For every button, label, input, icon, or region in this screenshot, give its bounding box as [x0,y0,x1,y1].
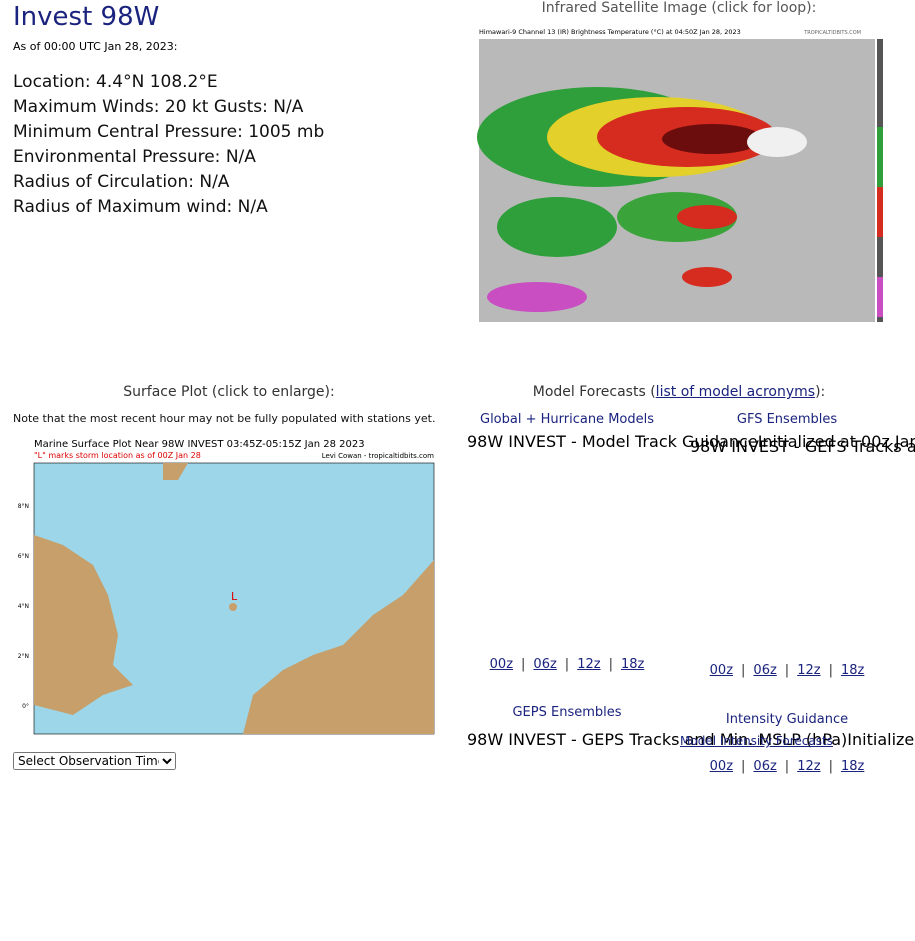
panel-title: Global + Hurricane Models [479,412,655,427]
model-image[interactable]: 98W INVEST - Model Track GuidanceInitial… [467,432,915,451]
cycle-link[interactable]: 18z [620,657,645,672]
observation-time-select[interactable]: Select Observation Time... [13,752,176,770]
surface-image-title: Marine Surface Plot Near 98W INVEST 03:4… [34,439,365,450]
intensity-image-link[interactable]: Model Intensity Forecasts [680,734,833,748]
detail-line: Radius of Circulation: N/A [13,172,230,192]
cycle-links: 00z | 06z | 12z | 18z [710,759,865,774]
lat-label: 8°N [18,503,29,510]
satellite-image-title: Himawari-9 Channel 13 (IR) Brightness Te… [479,28,741,36]
panel-title: GFS Ensembles [736,412,838,427]
cycle-links: 00z | 06z | 12z | 18z [710,663,865,678]
model-image-title: 98W INVEST - GEPS Tracks and Min. MSLP (… [467,730,848,749]
separator: | [741,663,746,678]
model-image[interactable]: 98W INVEST - GEPS Tracks and Min. MSLP (… [467,730,915,749]
cycle-link[interactable]: 12z [577,657,601,672]
cycle-link[interactable]: 00z [709,663,734,678]
surface-image-subtitle: "L" marks storm location as of 00Z Jan 2… [34,451,201,460]
cycle-link[interactable]: 00z [709,759,734,774]
surface-note: Note that the most recent hour may not b… [13,412,436,425]
surface-credit: Levi Cowan - tropicaltidbits.com [322,452,434,460]
models-heading-before: Model Forecasts ( [532,384,656,400]
model-image[interactable]: 98W INVEST - GEFS Tracks and Min. MSLP (… [690,437,915,456]
models-heading: Model Forecasts (list of model acronyms)… [533,384,826,400]
separator: | [608,657,613,672]
models-heading-after: ): [815,384,826,400]
lat-label: 2°N [18,653,29,660]
separator: | [828,663,833,678]
cycle-link[interactable]: 18z [840,759,865,774]
cycle-links: 00z | 06z | 12z | 18z [490,657,645,672]
satellite-image[interactable]: Himawari-9 Channel 13 (IR) Brightness Te… [477,27,885,324]
separator: | [784,759,790,774]
lat-label: 6°N [18,553,29,560]
detail-line: Maximum Winds: 20 kt Gusts: N/A [13,97,304,117]
separator: | [521,657,526,672]
model-image-title: 98W INVEST - GEFS Tracks and Min. MSLP (… [690,437,915,456]
acronyms-link[interactable]: list of model acronyms [655,384,816,400]
cycle-link[interactable]: 06z [533,657,557,672]
panel-title: GEPS Ensembles [512,705,622,720]
model-image-subtitle: Initialized at 12z Jan 27 2023 [847,730,915,749]
lat-label: 0° [22,703,29,710]
cycle-link[interactable]: 06z [753,759,777,774]
panel-title: Intensity Guidance [725,712,849,727]
satellite-heading: Infrared Satellite Image (click for loop… [541,0,817,16]
lat-label: 4°N [18,603,29,610]
storm-marker: L [231,590,238,603]
detail-line: Environmental Pressure: N/A [13,147,256,167]
model-image-subtitle: Initialized at 00z Jan 28 2023 [757,432,915,451]
surface-heading: Surface Plot (click to enlarge): [123,384,335,400]
cycle-link[interactable]: 12z [797,759,821,774]
cycle-link[interactable]: 06z [753,663,777,678]
as-of: As of 00:00 UTC Jan 28, 2023: [13,40,178,53]
detail-line: Location: 4.4°N 108.2°E [13,72,218,92]
satellite-credit: TROPICALTIDBITS.COM [803,30,861,36]
surface-image[interactable]: Marine Surface Plot Near 98W INVEST 03:4… [13,435,441,736]
cycle-link[interactable]: 12z [797,663,821,678]
detail-line: Radius of Maximum wind: N/A [13,197,268,217]
separator: | [564,657,570,672]
separator: | [741,759,746,774]
separator: | [828,759,833,774]
separator: | [784,663,790,678]
storm-title: Invest 98W [13,2,160,32]
cycle-link[interactable]: 00z [489,657,514,672]
cycle-link[interactable]: 18z [840,663,865,678]
detail-line: Minimum Central Pressure: 1005 mb [13,122,325,142]
model-image-title: 98W INVEST - Model Track Guidance [467,432,758,451]
